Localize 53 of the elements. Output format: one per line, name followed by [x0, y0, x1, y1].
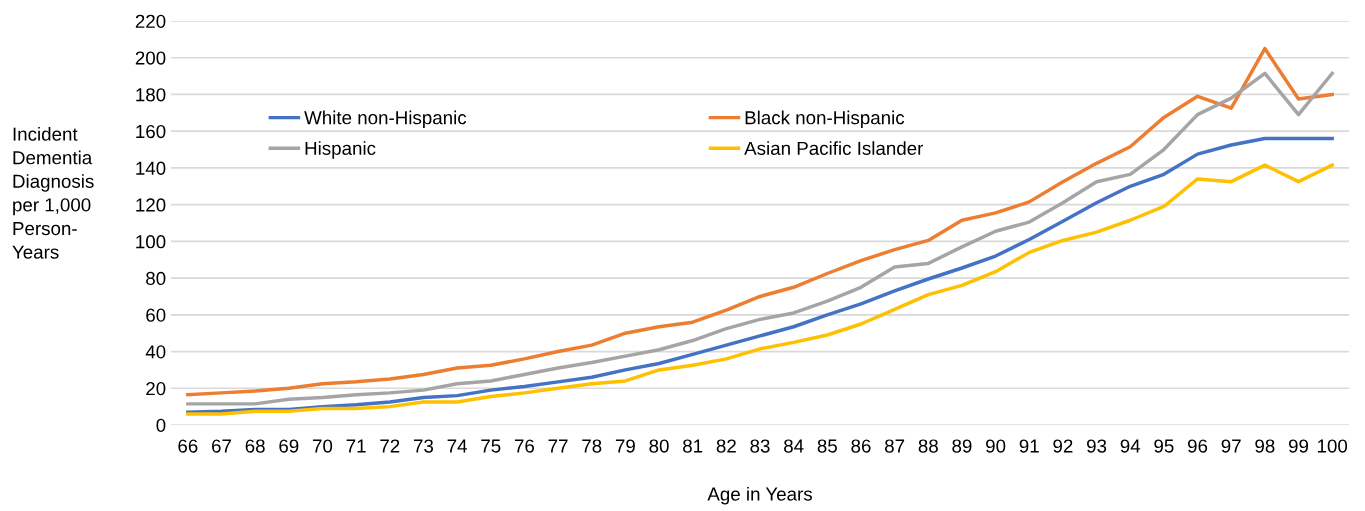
x-tick-label: 73: [413, 439, 434, 453]
y-tick-label: 160: [136, 124, 166, 139]
x-tick-label: 71: [346, 439, 366, 453]
x-tick-label: 96: [1187, 439, 1208, 453]
x-axis-title: Age in Years: [707, 486, 812, 505]
x-tick-label: 83: [750, 439, 770, 453]
y-tick-label: 220: [135, 14, 166, 28]
y-axis-title: Incident Dementia Diagnosis per 1,000 Person- Years: [12, 127, 94, 259]
x-tick-label: 95: [1154, 439, 1174, 453]
x-tick-label: 69: [279, 439, 299, 453]
x-tick-label: 89: [952, 439, 972, 453]
x-tick-label: 77: [548, 439, 568, 453]
y-tick-label: 180: [136, 88, 166, 102]
x-tick-label: 70: [312, 439, 333, 453]
y-tick-label: 60: [146, 308, 166, 322]
x-tick-label: 92: [1053, 439, 1073, 453]
x-tick-label: 94: [1120, 439, 1141, 453]
x-tick-label: 93: [1087, 439, 1107, 453]
x-tick-label: 72: [380, 439, 400, 453]
x-tick-label: 86: [851, 439, 871, 453]
x-tick-label: 99: [1288, 439, 1309, 453]
x-tick-label: 79: [615, 439, 635, 453]
x-tick-label: 85: [817, 439, 837, 453]
y-tick-label: 80: [146, 271, 166, 286]
x-tick-label: 66: [178, 439, 198, 453]
y-tick-label: 200: [135, 51, 166, 65]
x-tick-label: 74: [447, 439, 467, 453]
y-tick-label: 140: [136, 161, 166, 175]
x-tick-label: 76: [514, 439, 534, 453]
x-tick-label: 98: [1255, 439, 1275, 453]
y-tick-label: 100: [136, 235, 166, 249]
x-tick-label: 90: [986, 439, 1006, 453]
x-tick-label: 80: [649, 439, 669, 453]
x-tick-label: 67: [212, 439, 231, 453]
x-tick-label: 88: [918, 439, 938, 453]
x-tick-label: 97: [1221, 439, 1241, 453]
legend-label: Hispanic: [305, 141, 376, 159]
x-tick-label: 87: [885, 439, 905, 453]
legend-label: White non-Hispanic: [304, 110, 467, 129]
x-tick-label: 84: [784, 439, 804, 453]
x-tick-label: 78: [582, 439, 602, 453]
x-tick-label: 82: [716, 439, 736, 453]
legend-label: Black non-Hispanic: [745, 110, 905, 129]
legend-label: Asian Pacific Islander: [744, 141, 924, 155]
y-tick-label: 0: [156, 418, 166, 432]
y-tick-label: 20: [146, 381, 166, 396]
x-tick-label: 91: [1019, 439, 1039, 453]
x-tick-label: 68: [245, 439, 265, 453]
x-tick-label: 81: [683, 439, 703, 453]
y-tick-label: 40: [145, 345, 166, 359]
x-tick-label: 100: [1317, 439, 1348, 453]
x-tick-label: 75: [481, 439, 501, 453]
y-tick-label: 120: [136, 198, 166, 212]
